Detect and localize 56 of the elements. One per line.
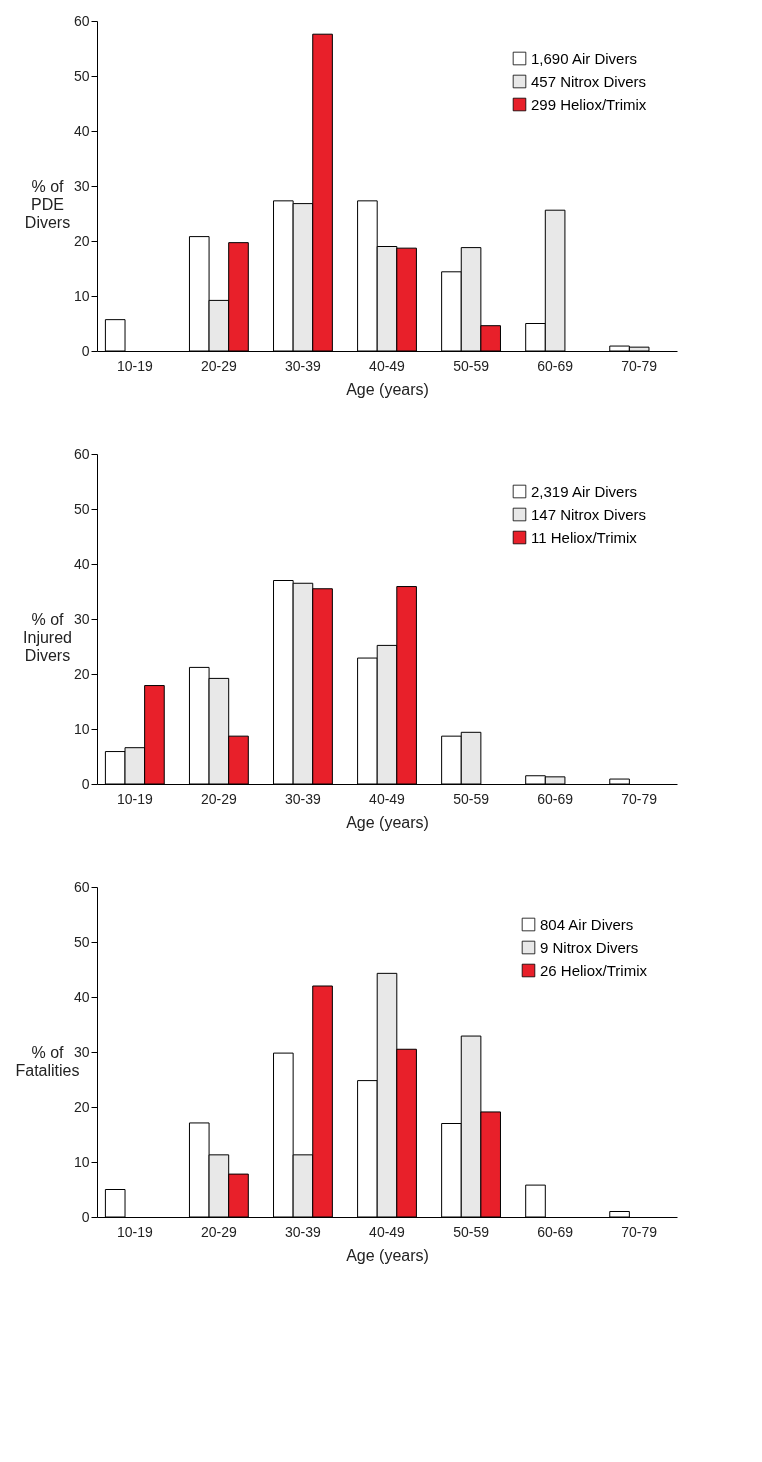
x-tick-label: 40-49	[369, 790, 406, 807]
y-tick-label: 0	[81, 342, 90, 359]
y-tick-label: 30	[73, 177, 90, 194]
x-tick-label: 50-59	[453, 357, 490, 374]
x-axis-title: Age (years)	[346, 1246, 429, 1264]
y-tick-label: 20	[73, 1098, 90, 1115]
x-tick-label: 70-79	[621, 357, 658, 374]
y-tick-label: 20	[73, 232, 90, 249]
legend-label: 9 Nitrox Divers	[540, 938, 639, 956]
x-tick-label: 30-39	[285, 357, 322, 374]
legend-label: 11 Heliox/Trimix	[531, 528, 638, 546]
legend-label: 299 Heliox/Trimix	[531, 95, 647, 113]
x-tick-label: 10-19	[116, 1223, 153, 1240]
x-tick-label: 70-79	[621, 790, 658, 807]
x-tick-label: 10-19	[116, 790, 153, 807]
x-tick-label: 20-29	[200, 1223, 237, 1240]
y-axis-title: % of Injured Divers	[23, 610, 72, 664]
y-tick-label: 60	[73, 445, 90, 462]
x-tick-label: 60-69	[537, 1223, 574, 1240]
y-tick-label: 60	[73, 878, 90, 895]
y-tick-label: 20	[73, 665, 90, 682]
y-tick-label: 0	[81, 775, 90, 792]
legend-label: 147 Nitrox Divers	[531, 505, 647, 523]
x-tick-label: 30-39	[285, 790, 322, 807]
y-tick-label: 50	[73, 500, 90, 517]
x-tick-label: 20-29	[200, 790, 237, 807]
x-tick-label: 50-59	[453, 1223, 490, 1240]
y-tick-label: 40	[73, 122, 90, 139]
y-axis-title: % of PDE Divers	[24, 177, 71, 231]
x-tick-label: 40-49	[369, 357, 406, 374]
y-tick-label: 10	[73, 1153, 90, 1170]
legend-label: 457 Nitrox Divers	[531, 72, 647, 90]
y-tick-label: 30	[73, 1043, 90, 1060]
y-tick-label: 10	[73, 720, 90, 737]
x-axis-title: Age (years)	[346, 380, 429, 398]
legend-label: 26 Heliox/Trimix	[540, 961, 648, 979]
x-tick-label: 50-59	[453, 790, 490, 807]
y-tick-label: 40	[73, 988, 90, 1005]
x-tick-label: 70-79	[621, 1223, 658, 1240]
y-tick-label: 0	[81, 1208, 90, 1225]
x-tick-label: 40-49	[369, 1223, 406, 1240]
legend-label: 804 Air Divers	[540, 915, 634, 933]
y-tick-label: 60	[73, 12, 90, 29]
y-tick-label: 50	[73, 67, 90, 84]
y-tick-label: 50	[73, 933, 90, 950]
x-tick-label: 60-69	[537, 357, 574, 374]
y-tick-label: 30	[73, 610, 90, 627]
x-tick-label: 10-19	[116, 357, 153, 374]
y-tick-label: 40	[73, 555, 90, 572]
x-tick-label: 20-29	[200, 357, 237, 374]
x-tick-label: 30-39	[285, 1223, 322, 1240]
x-tick-label: 60-69	[537, 790, 574, 807]
x-axis-title: Age (years)	[346, 813, 429, 831]
legend-label: 1,690 Air Divers	[531, 49, 637, 67]
legend-label: 2,319 Air Divers	[531, 482, 637, 500]
y-tick-label: 10	[73, 287, 90, 304]
